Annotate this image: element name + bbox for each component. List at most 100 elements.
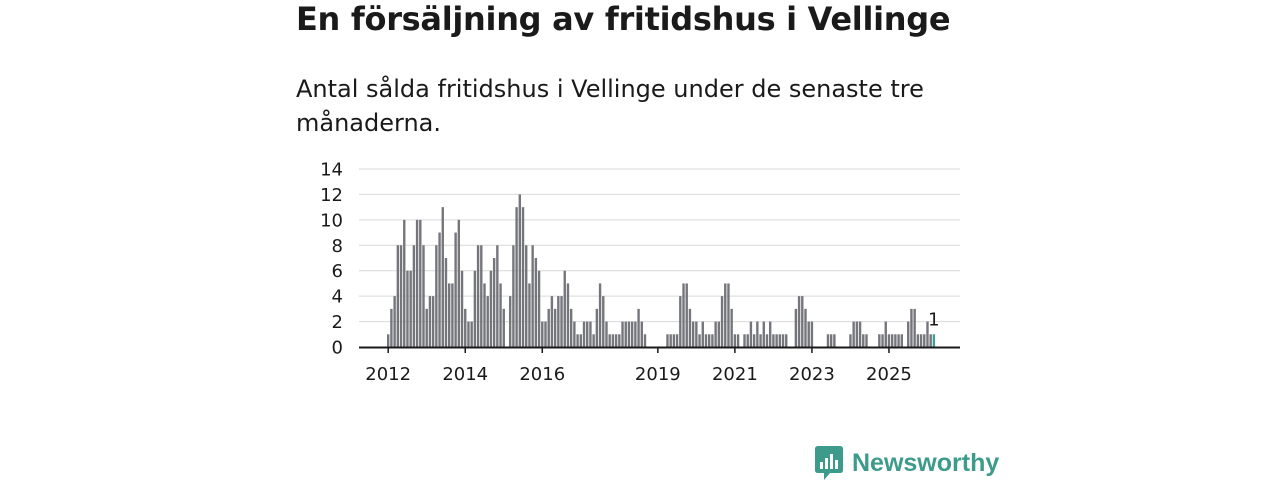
- y-tick-label: 6: [332, 261, 343, 282]
- bar: [637, 308, 640, 347]
- bar: [544, 321, 547, 347]
- bar: [480, 245, 483, 347]
- bar: [672, 334, 676, 347]
- bar: [393, 296, 396, 347]
- bar: [390, 308, 393, 347]
- bar: [595, 308, 599, 347]
- bar: [688, 308, 692, 347]
- x-tick-label: 2016: [519, 364, 565, 385]
- bar: [521, 207, 525, 347]
- x-tick-label: 2023: [789, 364, 835, 385]
- bar: [415, 219, 419, 347]
- bar: [508, 296, 512, 347]
- bar: [894, 334, 897, 347]
- bar: [464, 308, 467, 347]
- x-tick-label: 2014: [442, 364, 488, 385]
- y-tick-label: 2: [332, 312, 343, 333]
- bar: [444, 258, 448, 347]
- bar: [528, 283, 531, 347]
- bar: [618, 334, 621, 347]
- bar: [858, 321, 862, 347]
- bar: [804, 308, 807, 347]
- bar: [425, 308, 428, 347]
- bar: [756, 321, 759, 347]
- bar: [881, 334, 884, 347]
- bar: [406, 270, 409, 347]
- bar: [730, 308, 733, 347]
- bar: [602, 296, 605, 347]
- bar: [749, 321, 753, 347]
- bar: [768, 321, 772, 347]
- bar: [428, 296, 432, 347]
- bar: [492, 258, 496, 347]
- chart-title: En försäljning av fritidshus i Vellinge: [296, 0, 951, 38]
- bar: [550, 296, 554, 347]
- bar: [634, 321, 637, 347]
- bar: [743, 334, 746, 347]
- bar: [797, 296, 801, 347]
- bar: [419, 219, 422, 347]
- bar: [666, 334, 669, 347]
- x-tick-label: 2021: [712, 364, 758, 385]
- bar: [598, 283, 602, 347]
- bar: [457, 219, 461, 347]
- newsworthy-logo: Newsworthy: [815, 446, 999, 480]
- bar: [557, 296, 560, 347]
- bar: [496, 245, 499, 347]
- bar: [752, 334, 756, 347]
- bar: [483, 283, 486, 347]
- bar: [412, 245, 416, 347]
- bar: [489, 270, 493, 347]
- bar: [608, 334, 611, 347]
- bar: [887, 334, 891, 347]
- bar: [473, 270, 477, 347]
- bar: [502, 308, 505, 347]
- bar: [486, 296, 489, 347]
- bar: [781, 334, 785, 347]
- bar: [403, 219, 406, 347]
- bar: [451, 283, 454, 347]
- bar: [630, 321, 634, 347]
- bar: [560, 296, 563, 347]
- bar: [826, 334, 830, 347]
- bar: [833, 334, 836, 347]
- bar: [525, 245, 528, 347]
- x-tick-label: 2025: [866, 364, 912, 385]
- annotations: 1: [928, 309, 939, 330]
- bar: [627, 321, 631, 347]
- bar: [685, 283, 688, 347]
- bar: [829, 334, 833, 347]
- x-tick-label: 2012: [365, 364, 411, 385]
- bar: [916, 334, 920, 347]
- bar: [640, 321, 643, 347]
- bar: [454, 232, 457, 347]
- bar: [759, 334, 762, 347]
- bar: [913, 308, 916, 347]
- bar: [910, 308, 913, 347]
- bar: [512, 245, 515, 347]
- bar: [762, 321, 765, 347]
- bar-latest: [932, 334, 936, 347]
- y-tick-label: 12: [320, 185, 343, 206]
- bar: [778, 334, 782, 347]
- bar: [387, 334, 390, 347]
- bar: [772, 334, 775, 347]
- bar: [862, 334, 865, 347]
- bar: [923, 334, 926, 347]
- bar: [563, 270, 566, 347]
- bar: [926, 321, 929, 347]
- bar: [569, 308, 573, 347]
- chart-subtitle: Antal sålda fritidshus i Vellinge under …: [296, 75, 924, 137]
- bar: [855, 321, 859, 347]
- bar: [399, 245, 403, 347]
- bar: [438, 232, 441, 347]
- y-tick-label: 4: [332, 287, 343, 308]
- bar: [573, 321, 576, 347]
- bar: [586, 321, 589, 347]
- bar: [897, 334, 900, 347]
- bar: [695, 321, 698, 347]
- latest-value-label: 1: [928, 309, 939, 330]
- bar: [396, 245, 400, 347]
- bar: [441, 207, 444, 347]
- bar: [541, 321, 544, 347]
